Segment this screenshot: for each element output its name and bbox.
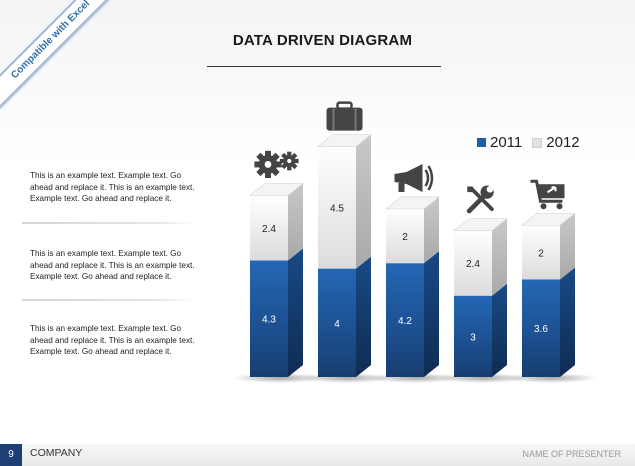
- bar-group-3: 4.22: [369, 162, 461, 383]
- bar-2012-side: [560, 213, 575, 280]
- bar-2011-side: [492, 283, 507, 377]
- chart-legend: 2011 2012: [477, 134, 590, 151]
- data-label-2011: 4: [334, 319, 340, 330]
- legend-label-2011: 2011: [490, 134, 523, 151]
- data-label-2012: 2: [538, 248, 544, 259]
- legend-swatch-2012: [532, 137, 543, 148]
- data-label-2011: 4.2: [398, 316, 412, 327]
- bar-2011-side: [424, 251, 439, 377]
- bar-2012-side: [424, 196, 439, 264]
- presenter-name: NAME OF PRESENTER: [522, 449, 621, 459]
- data-label-2011: 3: [470, 332, 476, 343]
- bar-2012-side: [492, 218, 507, 296]
- bar-2011: [250, 260, 288, 377]
- bar-top: [385, 196, 440, 210]
- bar-2012: [522, 225, 560, 280]
- bar-2011: [522, 279, 560, 377]
- bar-2011: [386, 263, 424, 377]
- text-block-1: This is an example text. Example text. G…: [30, 171, 195, 203]
- bar-top: [453, 218, 508, 231]
- data-label-2012: 2.4: [262, 224, 276, 235]
- bar-group-4: 32.4: [437, 185, 529, 383]
- legend-item-2011: 2011: [477, 134, 522, 151]
- text-block-3: This is an example text. Example text. G…: [30, 324, 195, 356]
- divider-2: [22, 299, 194, 301]
- bar-2012: [318, 146, 356, 269]
- data-label-2011: 4.3: [262, 315, 276, 326]
- bar-2011-side: [356, 256, 371, 377]
- gears-icon: [250, 147, 303, 182]
- title-underline: [207, 66, 441, 67]
- page-number: 9: [0, 444, 22, 466]
- data-label-2012: 2: [402, 232, 408, 243]
- briefcase-icon: [325, 101, 364, 132]
- bar-2012: [386, 208, 424, 264]
- footer-bar: [0, 444, 635, 466]
- legend-item-2012: 2012: [532, 134, 580, 151]
- page-title: DATA DRIVEN DIAGRAM: [232, 32, 413, 49]
- megaphone-icon: [393, 162, 434, 194]
- bar-2012-side: [288, 183, 303, 261]
- bar-top: [317, 134, 372, 147]
- divider-1: [22, 222, 194, 224]
- bar-2012: [454, 230, 492, 296]
- bar-group-1: 4.3 2.4: [233, 147, 325, 383]
- legend-swatch-2011: [477, 138, 486, 147]
- shopping-cart-icon: [529, 179, 566, 211]
- data-label-2011: 3.6: [534, 324, 548, 335]
- bar-2011-side: [560, 267, 575, 377]
- legend-label-2012: 2012: [546, 134, 580, 151]
- bar-group-5: 3.62: [505, 179, 597, 383]
- bar-2012-side: [356, 134, 371, 269]
- data-label-2012: 2.4: [466, 259, 480, 270]
- bar-group-2: 44.5: [301, 101, 393, 383]
- company-name: COMPANY: [30, 447, 83, 459]
- text-block-2: This is an example text. Example text. G…: [30, 249, 195, 281]
- tools-icon: [467, 185, 493, 211]
- bar-2012: [250, 195, 288, 261]
- bar-2011-side: [288, 248, 303, 377]
- bar-top: [249, 183, 304, 196]
- bar-top: [521, 212, 576, 226]
- bar-2011: [454, 295, 492, 377]
- data-label-2012: 4.5: [330, 204, 344, 215]
- bar-2011: [318, 268, 356, 377]
